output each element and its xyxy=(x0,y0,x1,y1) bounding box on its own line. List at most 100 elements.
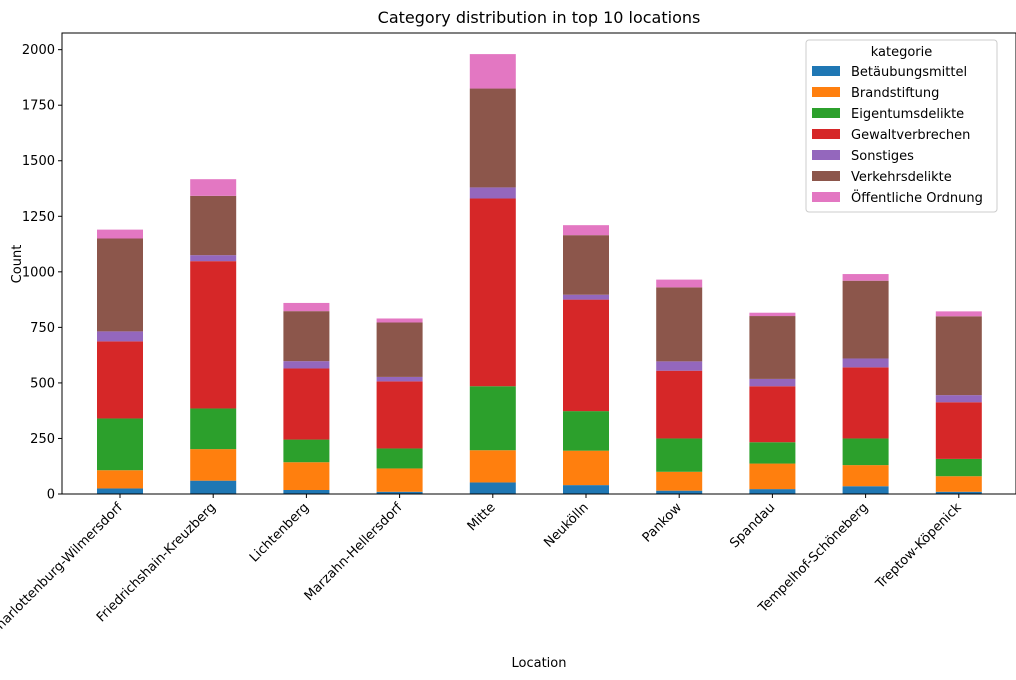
y-axis: 0 250 500 750 1000 1250 1500 1750 2000 xyxy=(22,43,62,503)
x-tick-label: Marzahn-Hellersdorf xyxy=(302,500,406,604)
x-tick-label: Lichtenberg xyxy=(247,500,312,565)
x-tick-label: Pankow xyxy=(640,500,686,546)
bar-segment xyxy=(376,468,423,492)
bar-segment xyxy=(283,302,330,312)
bar-segment xyxy=(469,450,516,483)
legend-label: Brandstiftung xyxy=(851,86,939,101)
legend-box xyxy=(805,39,998,213)
x-tick-label: Tempelhof-Schöneberg xyxy=(755,500,871,616)
bar-segment xyxy=(842,280,889,359)
bar-segment xyxy=(656,471,703,491)
bar-segment xyxy=(749,489,796,494)
bar-segment xyxy=(935,316,982,396)
bar-segment xyxy=(190,195,237,256)
legend-swatch xyxy=(812,108,840,118)
bar-segment xyxy=(376,491,423,494)
bar-segment xyxy=(469,386,516,451)
bar-segment xyxy=(283,462,330,491)
y-tick-label: 2000 xyxy=(22,43,55,58)
x-tick-label: Treptow-Köpenick xyxy=(872,500,964,592)
bar-segment xyxy=(190,255,237,262)
bar-segment xyxy=(563,450,609,486)
bars-layer xyxy=(97,54,982,494)
bar-segment xyxy=(97,470,143,489)
bar-segment xyxy=(935,458,982,477)
legend-label: Eigentumsdelikte xyxy=(851,107,964,122)
bar-segment xyxy=(656,370,703,439)
bar-segment xyxy=(842,465,889,487)
legend-label: Gewaltverbrechen xyxy=(851,128,970,143)
bar-segment xyxy=(935,402,982,459)
bar-segment xyxy=(97,341,143,419)
legend-label: Öffentliche Ordnung xyxy=(851,189,983,206)
x-axis-label: Location xyxy=(512,656,567,671)
legend-swatch xyxy=(812,129,840,139)
bar-segment xyxy=(749,442,796,464)
y-tick-label: 1500 xyxy=(22,154,55,169)
y-tick-label: 1000 xyxy=(22,265,55,280)
bar-segment xyxy=(97,229,143,239)
legend-title: kategorie xyxy=(871,45,933,60)
y-tick-label: 1250 xyxy=(22,210,55,225)
plot-frame xyxy=(61,32,1016,495)
bar-segment xyxy=(749,463,796,490)
bar-segment xyxy=(190,408,237,450)
legend-swatch xyxy=(812,66,840,76)
x-tick-label: Mitte xyxy=(465,500,499,534)
bar-segment xyxy=(563,235,609,295)
bar-segment xyxy=(749,312,796,317)
bar-segment xyxy=(190,261,237,409)
bar-segment xyxy=(376,381,423,449)
bar-segment xyxy=(563,225,609,236)
legend-label: Betäubungsmittel xyxy=(851,65,967,80)
bar-segment xyxy=(376,448,423,469)
bar-segment xyxy=(656,279,703,288)
y-tick-label: 250 xyxy=(30,432,55,447)
bar-segment xyxy=(376,376,423,382)
legend-swatch xyxy=(812,87,840,97)
bar-segment xyxy=(935,395,982,403)
y-tick-label: 0 xyxy=(47,488,55,503)
bar-segment xyxy=(842,438,889,466)
bar-segment xyxy=(842,274,889,281)
legend-label: Verkehrsdelikte xyxy=(851,170,952,185)
bar-segment xyxy=(656,438,703,472)
legend-swatch xyxy=(812,171,840,181)
legend: kategorie Betäubungsmittel Brandstiftung E… xyxy=(805,39,998,213)
bar-segment xyxy=(283,368,330,440)
bar-segment xyxy=(190,449,237,481)
bar-segment xyxy=(190,179,237,196)
bar-segment xyxy=(656,287,703,362)
bar-segment xyxy=(842,358,889,368)
x-axis: Charlottenburg-WilmersdorfFriedrichshain… xyxy=(0,494,965,639)
bar-segment xyxy=(563,411,609,451)
bar-segment xyxy=(190,480,237,494)
bar-segment xyxy=(563,299,609,412)
bar-segment xyxy=(935,476,982,492)
x-tick-label: Spandau xyxy=(727,500,778,551)
bar-segment xyxy=(749,386,796,443)
bar-segment xyxy=(469,54,516,89)
bar-segment xyxy=(97,488,143,494)
legend-swatch xyxy=(812,192,840,202)
y-axis-label: Count xyxy=(10,245,25,284)
legend-label: Sonstiges xyxy=(851,149,914,164)
bar-segment xyxy=(97,418,143,471)
bar-segment xyxy=(563,294,609,300)
bar-segment xyxy=(656,361,703,371)
bar-segment xyxy=(283,439,330,463)
bar-segment xyxy=(283,311,330,362)
bar-segment xyxy=(749,378,796,387)
legend-swatch xyxy=(812,150,840,160)
y-tick-label: 750 xyxy=(30,321,55,336)
bar-segment xyxy=(97,238,143,332)
legend-items: Betäubungsmittel Brandstiftung Eigentumsde… xyxy=(812,65,983,206)
bar-segment xyxy=(842,367,889,439)
bar-segment xyxy=(97,331,143,342)
bar-segment xyxy=(656,490,703,494)
bar-segment xyxy=(842,486,889,494)
bar-segment xyxy=(376,318,423,323)
bar-segment xyxy=(469,187,516,199)
bar-segment xyxy=(935,491,982,494)
